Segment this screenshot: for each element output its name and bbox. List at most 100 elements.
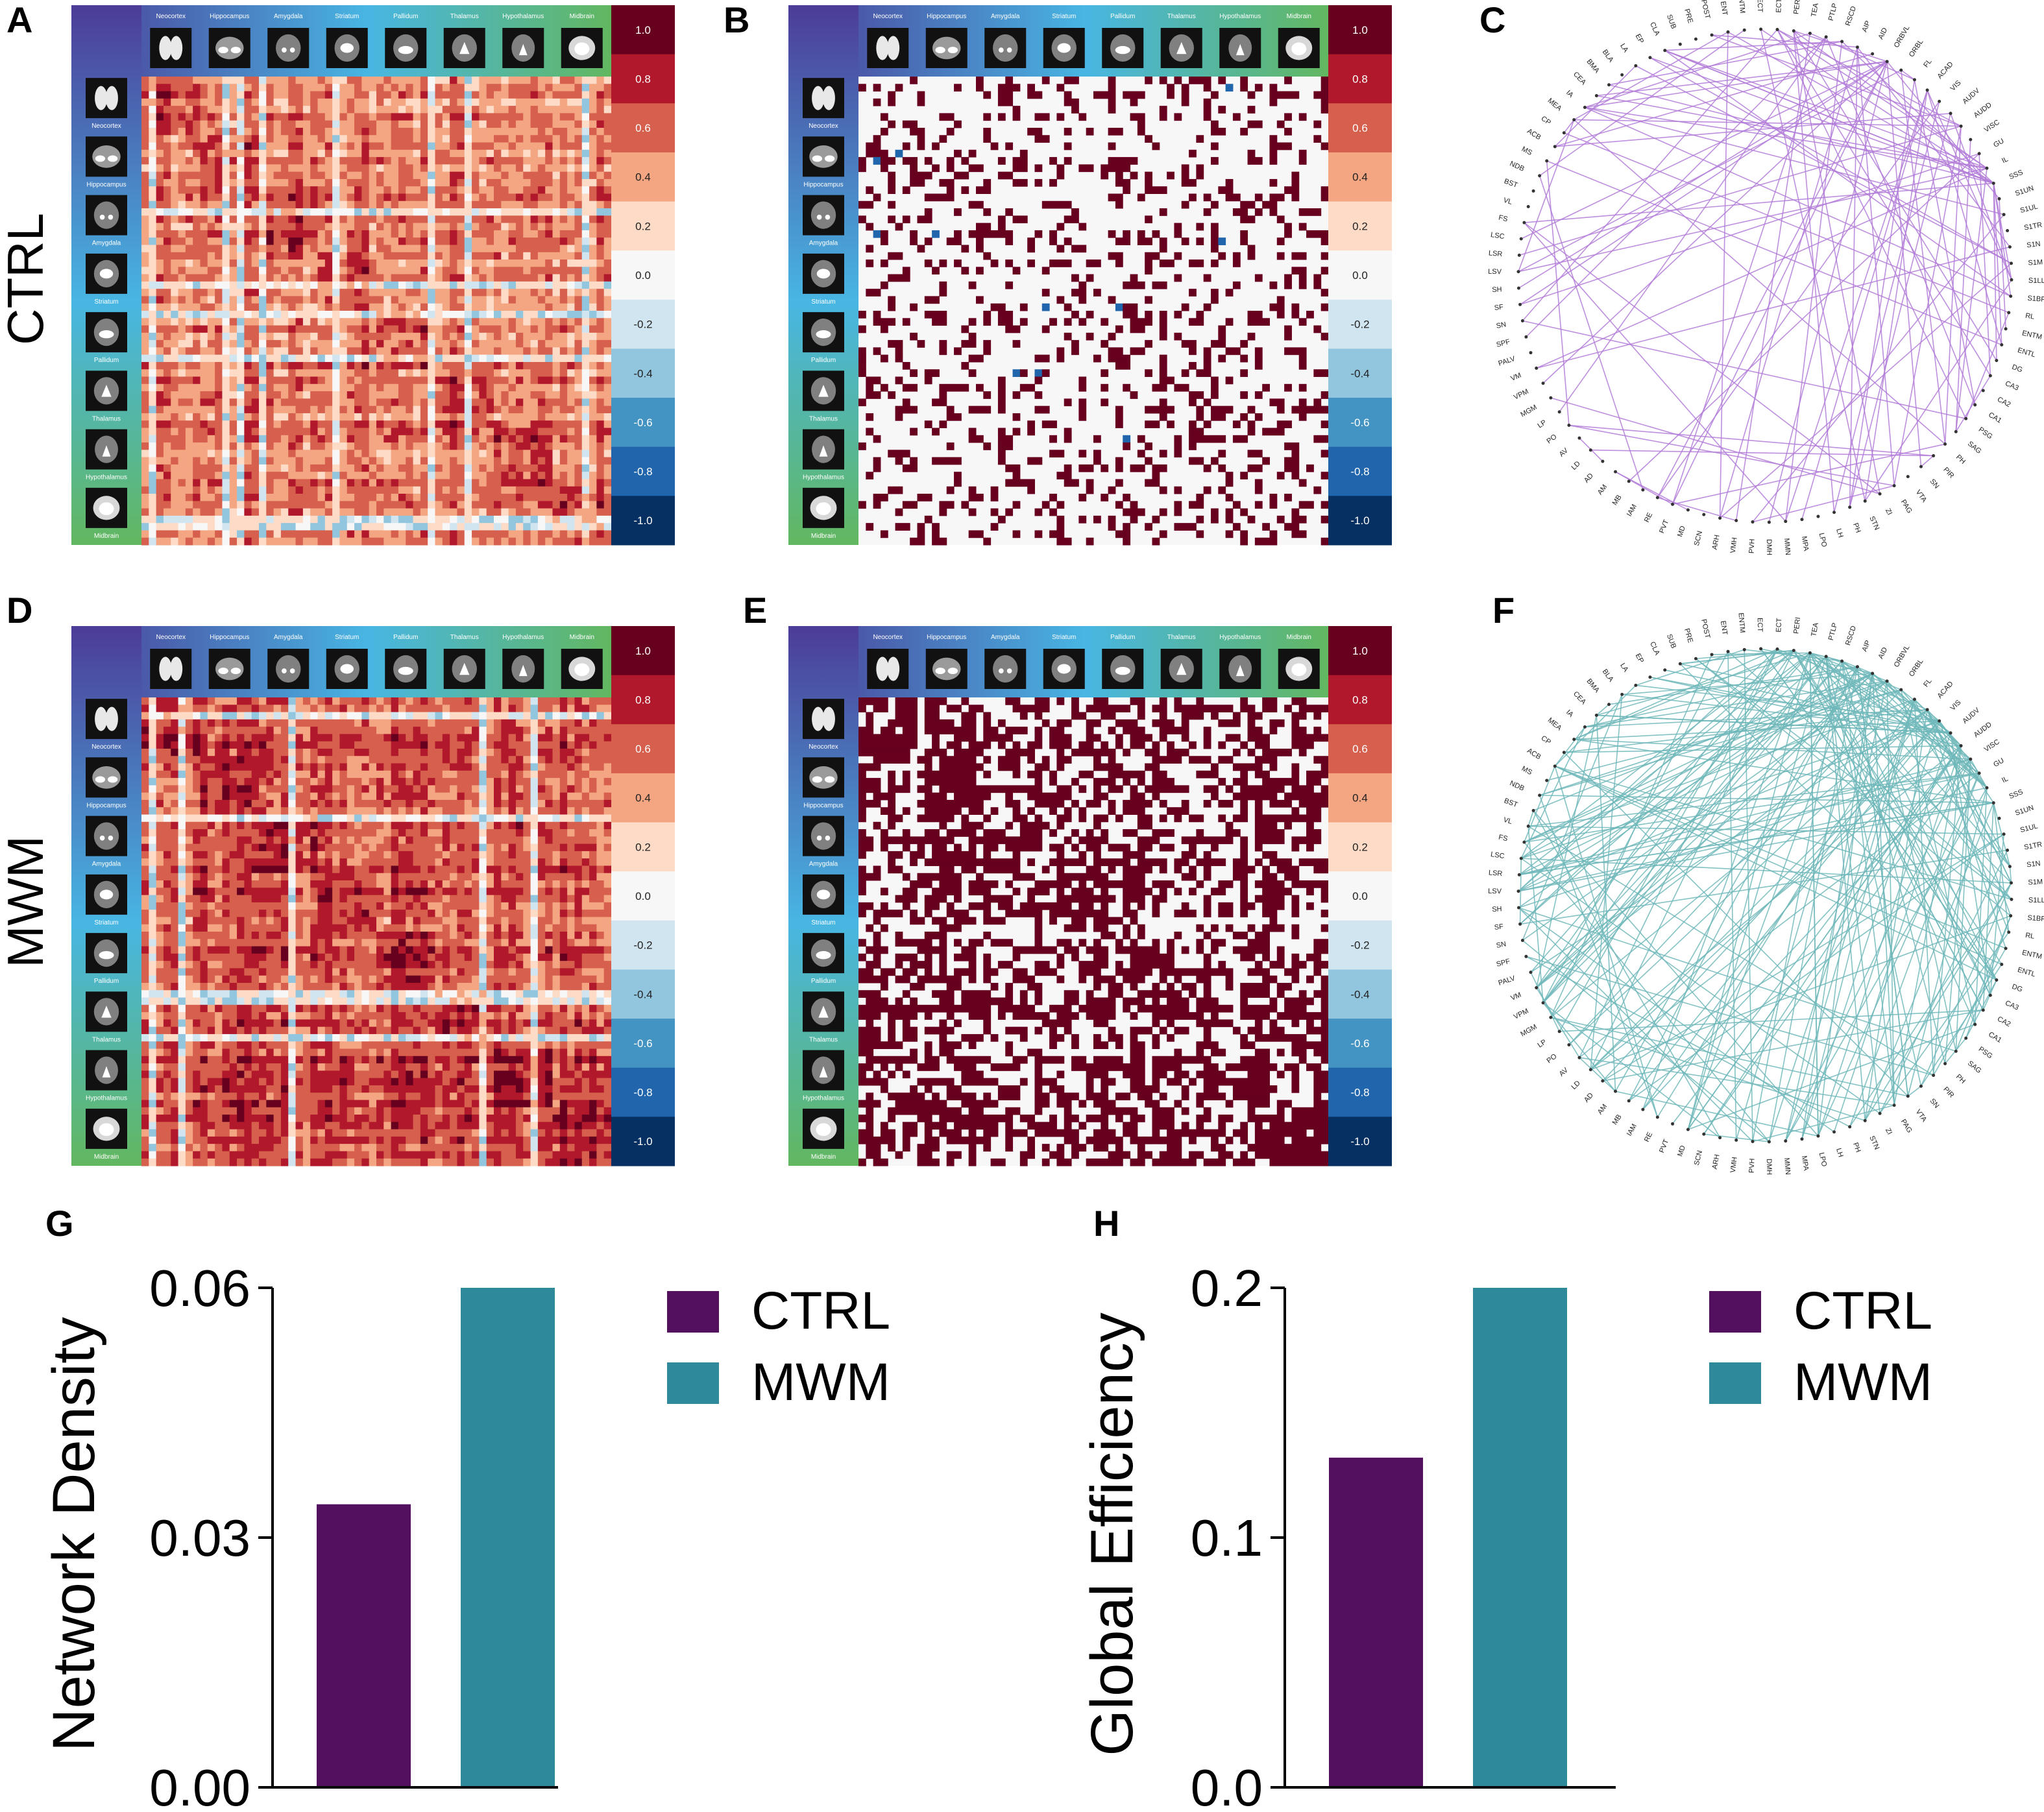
brain-region-icon [803,874,844,915]
network-node [1614,1089,1618,1093]
brain-region-icon [1219,649,1261,689]
colorbar-swatch [1328,348,1392,398]
network-node-label: SUB [1665,14,1677,30]
column-group-label: Thalamus [450,634,479,641]
network-node [1531,189,1535,193]
network-edge [1585,106,1988,169]
network-node-label: VPM [1513,388,1530,402]
network-edge [1785,787,1988,1142]
colorbar-swatch [1328,446,1392,496]
colorbar-swatch [611,626,675,676]
network-node-label: AD [1583,472,1595,484]
network-node [2009,914,2013,918]
network-node [1627,1099,1631,1103]
network-node-label: ACAD [1936,60,1954,80]
row-group-label: Midbrain [811,533,836,540]
network-node-label: PTLP [1827,622,1839,642]
bar-mwm [461,1288,555,1786]
network-node-label: PH [1851,522,1862,535]
colorbar: 1.0 0.8 0.6 0.4 0.2 0.0 -0.2 -0.4 -0.6 -0.8 -1.0 [611,626,675,1166]
network-edge [1978,153,1991,376]
network-edge [1539,29,1745,176]
network-edge [1528,825,2004,835]
network-node-label: RL [2025,312,2035,321]
network-node [1991,181,1995,185]
network-edge [1886,61,1922,467]
column-group-label: Striatum [335,634,359,641]
network-node-label: S1BF [2027,295,2044,304]
brain-region-icon [803,312,844,353]
colorbar-swatch [1328,54,1392,104]
colorbar-swatch [1328,1019,1392,1069]
colorbar-tick-label: 1.0 [635,24,651,36]
brain-region-icon [86,370,127,411]
brain-region-icon [86,136,127,177]
network-edge [1522,29,1778,322]
colorbar-tick-label: 0.0 [635,890,651,902]
row-group-label: Pallidum [811,978,836,985]
column-group-label: Amygdala [991,634,1020,641]
network-edge [1900,689,1976,1025]
network-node [1519,856,1523,860]
network-node [1726,30,1730,34]
network-edge [1590,773,1980,1070]
network-node-label: STN [1868,515,1880,531]
row-group-label: Neocortex [809,123,838,130]
brain-region-icon [803,1050,844,1091]
colorbar-tick-label: -0.2 [1350,319,1369,331]
network-edge [1768,699,1916,1142]
network-node [1808,651,1812,655]
network-node [1784,1139,1788,1143]
network-node-label: S1TR [2023,841,2043,852]
network-node [2002,832,2006,836]
network-node [1562,751,1566,755]
y-tick-label: 0.00 [149,1759,250,1812]
panel-letter-f: F [1492,590,1515,631]
network-node [1520,319,1524,323]
network-edge [1524,773,1980,843]
network-edge [1524,182,1994,223]
network-node [1800,518,1804,522]
network-node [1816,514,1820,518]
network-node [1516,906,1520,910]
row-group-label: Striatum [94,298,118,306]
brain-region-icon [502,649,544,689]
brain-region-icon [803,195,844,236]
network-node-label: IA [1564,89,1575,99]
network-node [1925,708,1929,712]
network-node [1686,1128,1690,1131]
network-edge [1518,758,1971,908]
network-node-label: VIS [1949,79,1963,93]
network-edge [1590,720,1940,1070]
network-node-label: S1UL [2019,823,2039,834]
column-group-label: Hippocampus [927,13,966,20]
network-node-label: AIP [1861,639,1873,653]
colorbar-swatch [611,675,675,725]
network-node [1871,52,1875,56]
network-node-label: ENT [1719,1,1729,16]
network-node-label: S1BF [2027,914,2044,923]
legend-label: MWM [1794,1353,1932,1412]
network-node-label: NDB [1509,779,1526,792]
brain-region-icon [1043,649,1085,689]
network-node-label: BMA [1585,58,1601,75]
network-edge [1735,33,1811,521]
network-node [1694,657,1697,660]
network-edge [1664,49,1994,184]
network-node-label: ECT [1775,618,1783,633]
network-node [1545,779,1549,782]
network-node-label: ARH [1711,1154,1722,1170]
brain-region-icon [984,649,1027,689]
colorbar-tick-label: -0.2 [633,939,652,952]
y-tick-label: 0.03 [149,1509,250,1567]
network-node [1572,738,1576,742]
column-group-label: Neocortex [873,634,903,641]
network-node [1899,688,1903,692]
network-node-label: FL [1922,677,1933,688]
network-node [1620,692,1624,696]
colorbar-tick-label: -1.0 [1350,514,1369,527]
brain-region-icon [86,991,127,1032]
network-node-label: CEA [1572,690,1588,707]
